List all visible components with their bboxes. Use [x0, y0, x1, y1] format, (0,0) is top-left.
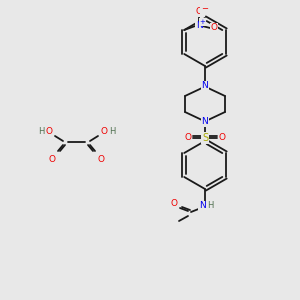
Text: N: N [202, 82, 208, 91]
Text: O: O [196, 8, 203, 16]
Text: N: N [199, 202, 206, 211]
Text: O: O [170, 200, 178, 208]
Text: N: N [196, 22, 202, 31]
Text: H: H [38, 128, 44, 136]
Text: N: N [202, 118, 208, 127]
Text: +: + [199, 19, 205, 25]
Text: O: O [49, 154, 56, 164]
Text: O: O [98, 154, 104, 164]
Text: H: H [207, 200, 213, 209]
Text: H: H [109, 128, 115, 136]
Text: −: − [201, 4, 208, 14]
Text: S: S [202, 133, 208, 143]
Text: O: O [100, 128, 107, 136]
Text: O: O [46, 128, 52, 136]
Text: O: O [184, 134, 191, 142]
Text: O: O [218, 134, 226, 142]
Text: O: O [211, 23, 218, 32]
